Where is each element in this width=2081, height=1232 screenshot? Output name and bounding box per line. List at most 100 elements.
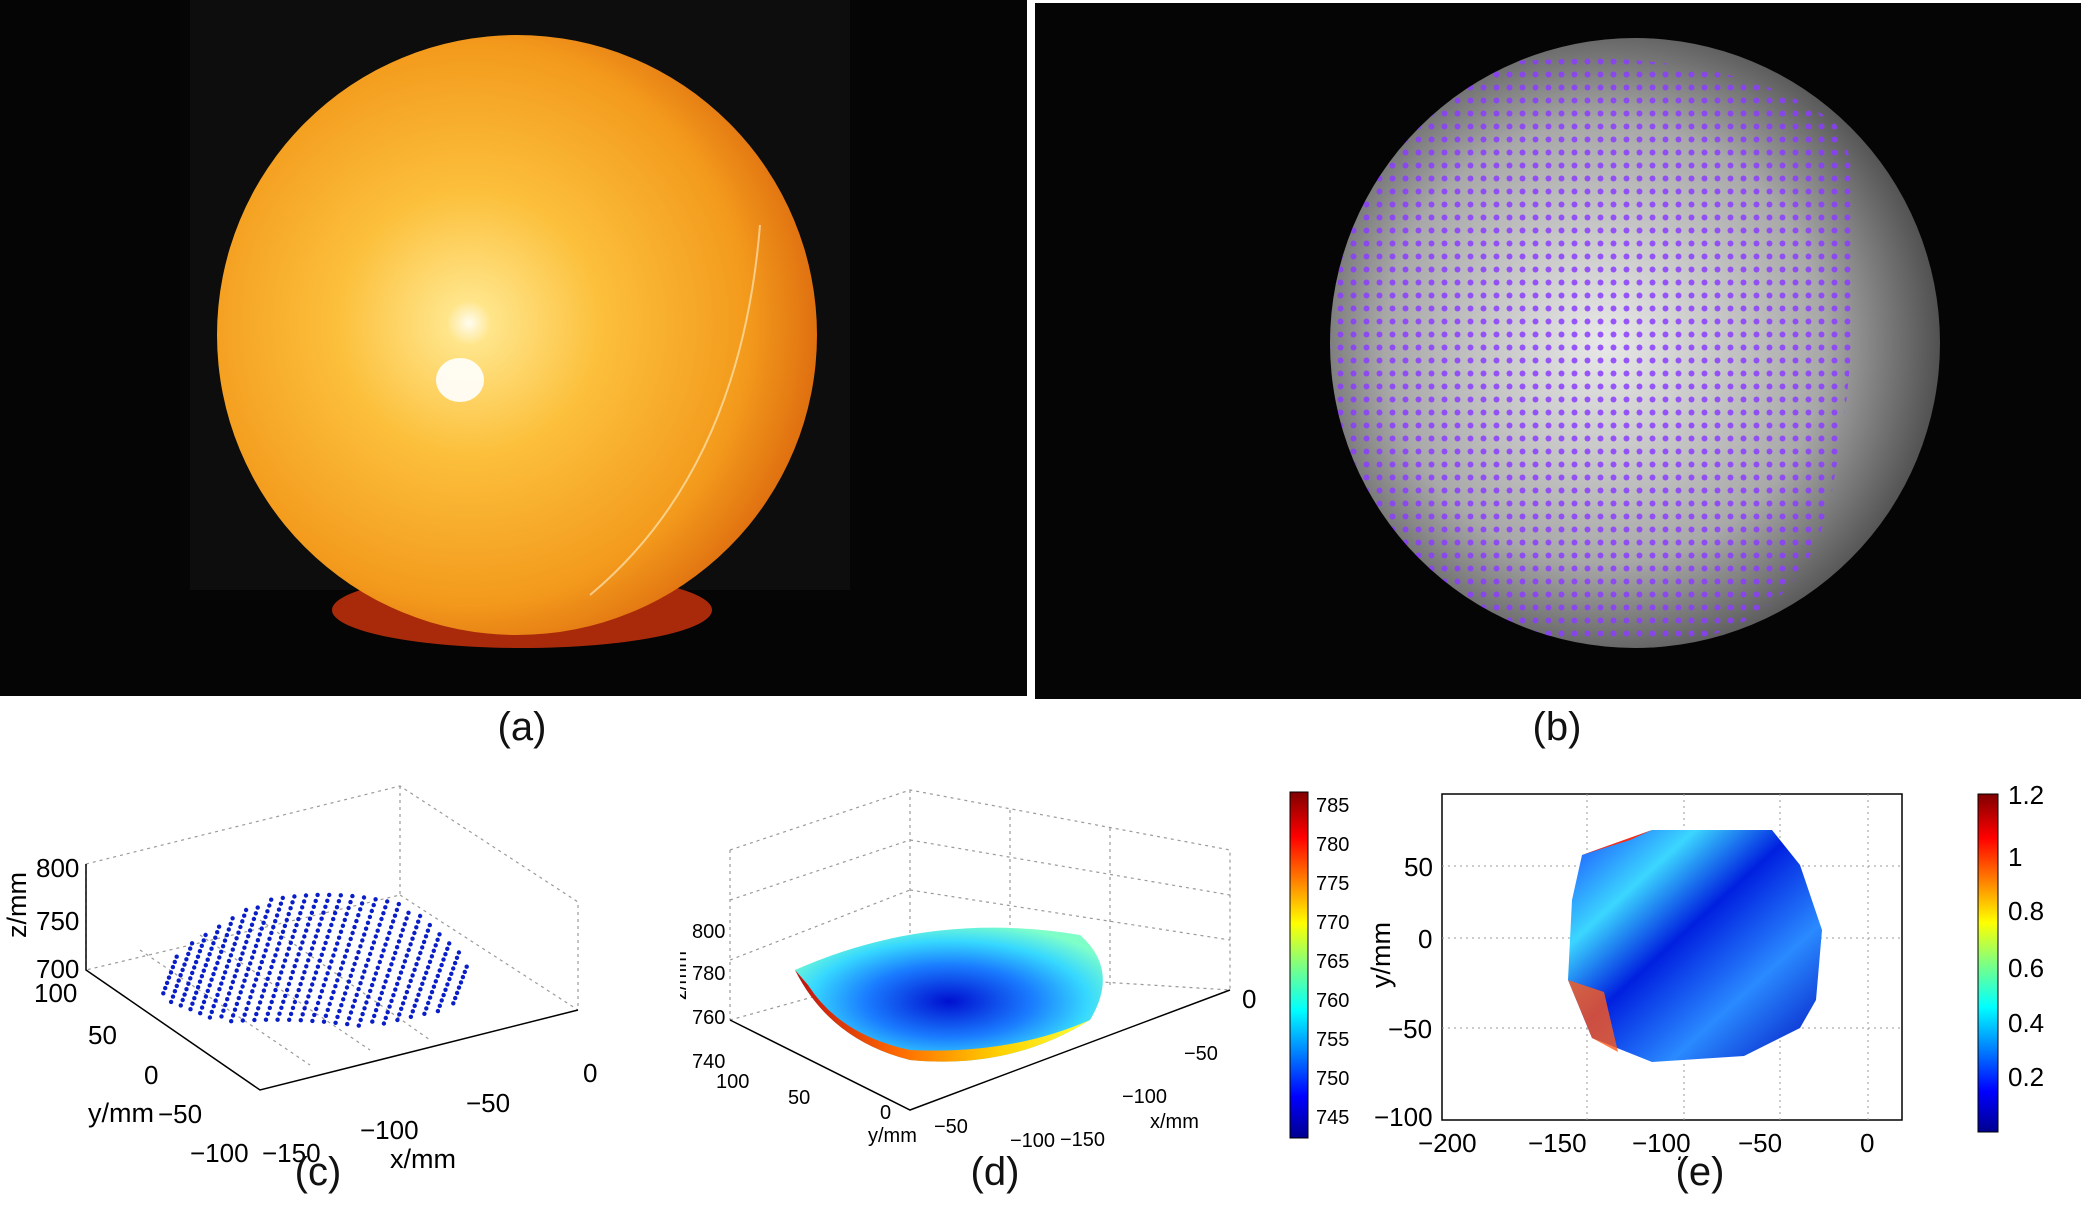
point-cloud-point xyxy=(310,1018,315,1024)
point-cloud-point xyxy=(319,989,325,994)
point-cloud-point xyxy=(269,964,274,970)
point-cloud-point xyxy=(398,970,404,975)
point-cloud-point xyxy=(219,949,224,954)
point-cloud-point xyxy=(427,922,432,928)
point-cloud-point xyxy=(265,942,270,947)
point-cloud-point xyxy=(261,920,266,925)
caption-c: (c) xyxy=(294,1150,342,1194)
point-cloud-point xyxy=(333,984,338,989)
point-cloud-point xyxy=(275,1017,280,1022)
point-cloud-point xyxy=(209,946,214,951)
point-cloud-point xyxy=(219,1014,224,1019)
point-cloud-point xyxy=(252,1017,257,1023)
point-cloud-point xyxy=(396,901,401,907)
point-cloud-point xyxy=(255,971,261,976)
point-cloud-point xyxy=(337,1008,342,1014)
point-cloud-point xyxy=(368,988,373,994)
point-cloud-point xyxy=(454,955,460,960)
point-cloud-point xyxy=(445,982,450,987)
point-cloud-point xyxy=(427,959,433,964)
colorbar-surface xyxy=(1289,791,1309,1139)
surface-chart: 785 780 775 770 765 760 755 750 745 800 … xyxy=(669,789,1349,1152)
point-cloud-point xyxy=(267,936,272,941)
error-map-chart: 1.2 1 0.8 0.6 0.4 0.2 50 0 −50 −100 y/mm… xyxy=(1366,780,2044,1182)
point-cloud-point xyxy=(230,1013,236,1018)
point-cloud-point xyxy=(375,1002,381,1007)
x-tick-0: 0 xyxy=(1242,984,1256,1014)
point-cloud-point xyxy=(182,992,187,997)
caption-a: (a) xyxy=(497,705,547,749)
point-cloud-point xyxy=(229,1019,234,1024)
point-cloud-point xyxy=(215,992,220,998)
point-cloud-point xyxy=(166,975,172,980)
point-cloud-point xyxy=(234,936,239,941)
point-cloud-point xyxy=(377,922,382,927)
point-cloud-point xyxy=(399,1006,404,1011)
point-cloud-point xyxy=(288,940,293,945)
z-tick-740: 740 xyxy=(692,1051,725,1073)
point-cloud-point xyxy=(201,968,206,973)
point-cloud-point xyxy=(414,962,419,967)
point-cloud-point xyxy=(311,940,317,945)
z-axis-label: z/mm xyxy=(2,872,32,938)
cbar-tick-0.2: 0.2 xyxy=(2008,1062,2044,1092)
point-cloud-point xyxy=(269,930,274,936)
point-cloud-point xyxy=(416,956,421,961)
point-cloud-point xyxy=(192,965,197,970)
point-cloud-point xyxy=(164,980,170,986)
point-cloud-point xyxy=(408,978,413,984)
point-cloud-point xyxy=(373,897,378,902)
point-cloud-point xyxy=(400,927,405,933)
point-cloud-point xyxy=(203,994,209,999)
point-cloud-point xyxy=(352,998,357,1003)
point-cloud-point xyxy=(257,932,262,937)
point-cloud-point xyxy=(271,993,276,999)
point-cloud-point xyxy=(358,981,363,986)
point-cloud-point xyxy=(336,899,342,904)
point-cloud-point xyxy=(259,994,265,999)
point-cloud-point xyxy=(197,979,203,984)
point-cloud-point xyxy=(198,1011,203,1016)
point-cloud-point xyxy=(429,989,435,995)
point-cloud-point xyxy=(377,959,382,965)
point-cloud-point xyxy=(340,960,346,965)
point-cloud-point xyxy=(279,1005,284,1010)
point-cloud-point xyxy=(201,999,207,1005)
point-cloud-point xyxy=(194,990,199,995)
point-cloud-point xyxy=(441,957,446,962)
x-tick-minus150: −150 xyxy=(1060,1129,1105,1151)
point-cloud-point xyxy=(356,986,361,992)
point-cloud-point xyxy=(375,965,380,970)
colorbar-error xyxy=(1977,793,1999,1133)
point-cloud-point xyxy=(240,984,245,989)
point-cloud-point xyxy=(402,922,407,927)
y-tick-0: 0 xyxy=(1418,924,1432,954)
point-cloud-point xyxy=(308,988,313,993)
point-cloud-point xyxy=(178,973,183,978)
point-cloud-point xyxy=(425,965,431,970)
point-cloud-point xyxy=(348,1010,354,1015)
point-cloud-point xyxy=(404,916,409,921)
cbar-tick-770: 770 xyxy=(1316,912,1349,934)
point-cloud-point xyxy=(346,942,351,947)
point-cloud-point xyxy=(184,987,189,992)
cbar-tick-785: 785 xyxy=(1316,795,1349,817)
point-cloud-point xyxy=(325,1007,330,1013)
point-cloud-point xyxy=(250,955,255,960)
point-cloud-point xyxy=(321,910,326,915)
point-cloud-point xyxy=(358,907,363,912)
cbar-tick-760: 760 xyxy=(1316,990,1349,1012)
point-cloud-point xyxy=(339,1003,344,1008)
surface-rim xyxy=(795,970,1090,1062)
point-cloud-point xyxy=(395,1017,400,1023)
point-cloud-point xyxy=(263,982,268,987)
point-cloud-point xyxy=(425,928,431,933)
point-cloud-point xyxy=(265,976,270,981)
point-cloud-point xyxy=(360,1011,365,1017)
caption-e: (e) xyxy=(1675,1150,1725,1194)
point-cloud-point xyxy=(283,993,288,999)
point-cloud-point xyxy=(421,939,427,945)
point-cloud-point xyxy=(230,979,236,985)
x-tick-minus150: −150 xyxy=(262,1138,321,1168)
point-cloud-point xyxy=(338,929,344,934)
